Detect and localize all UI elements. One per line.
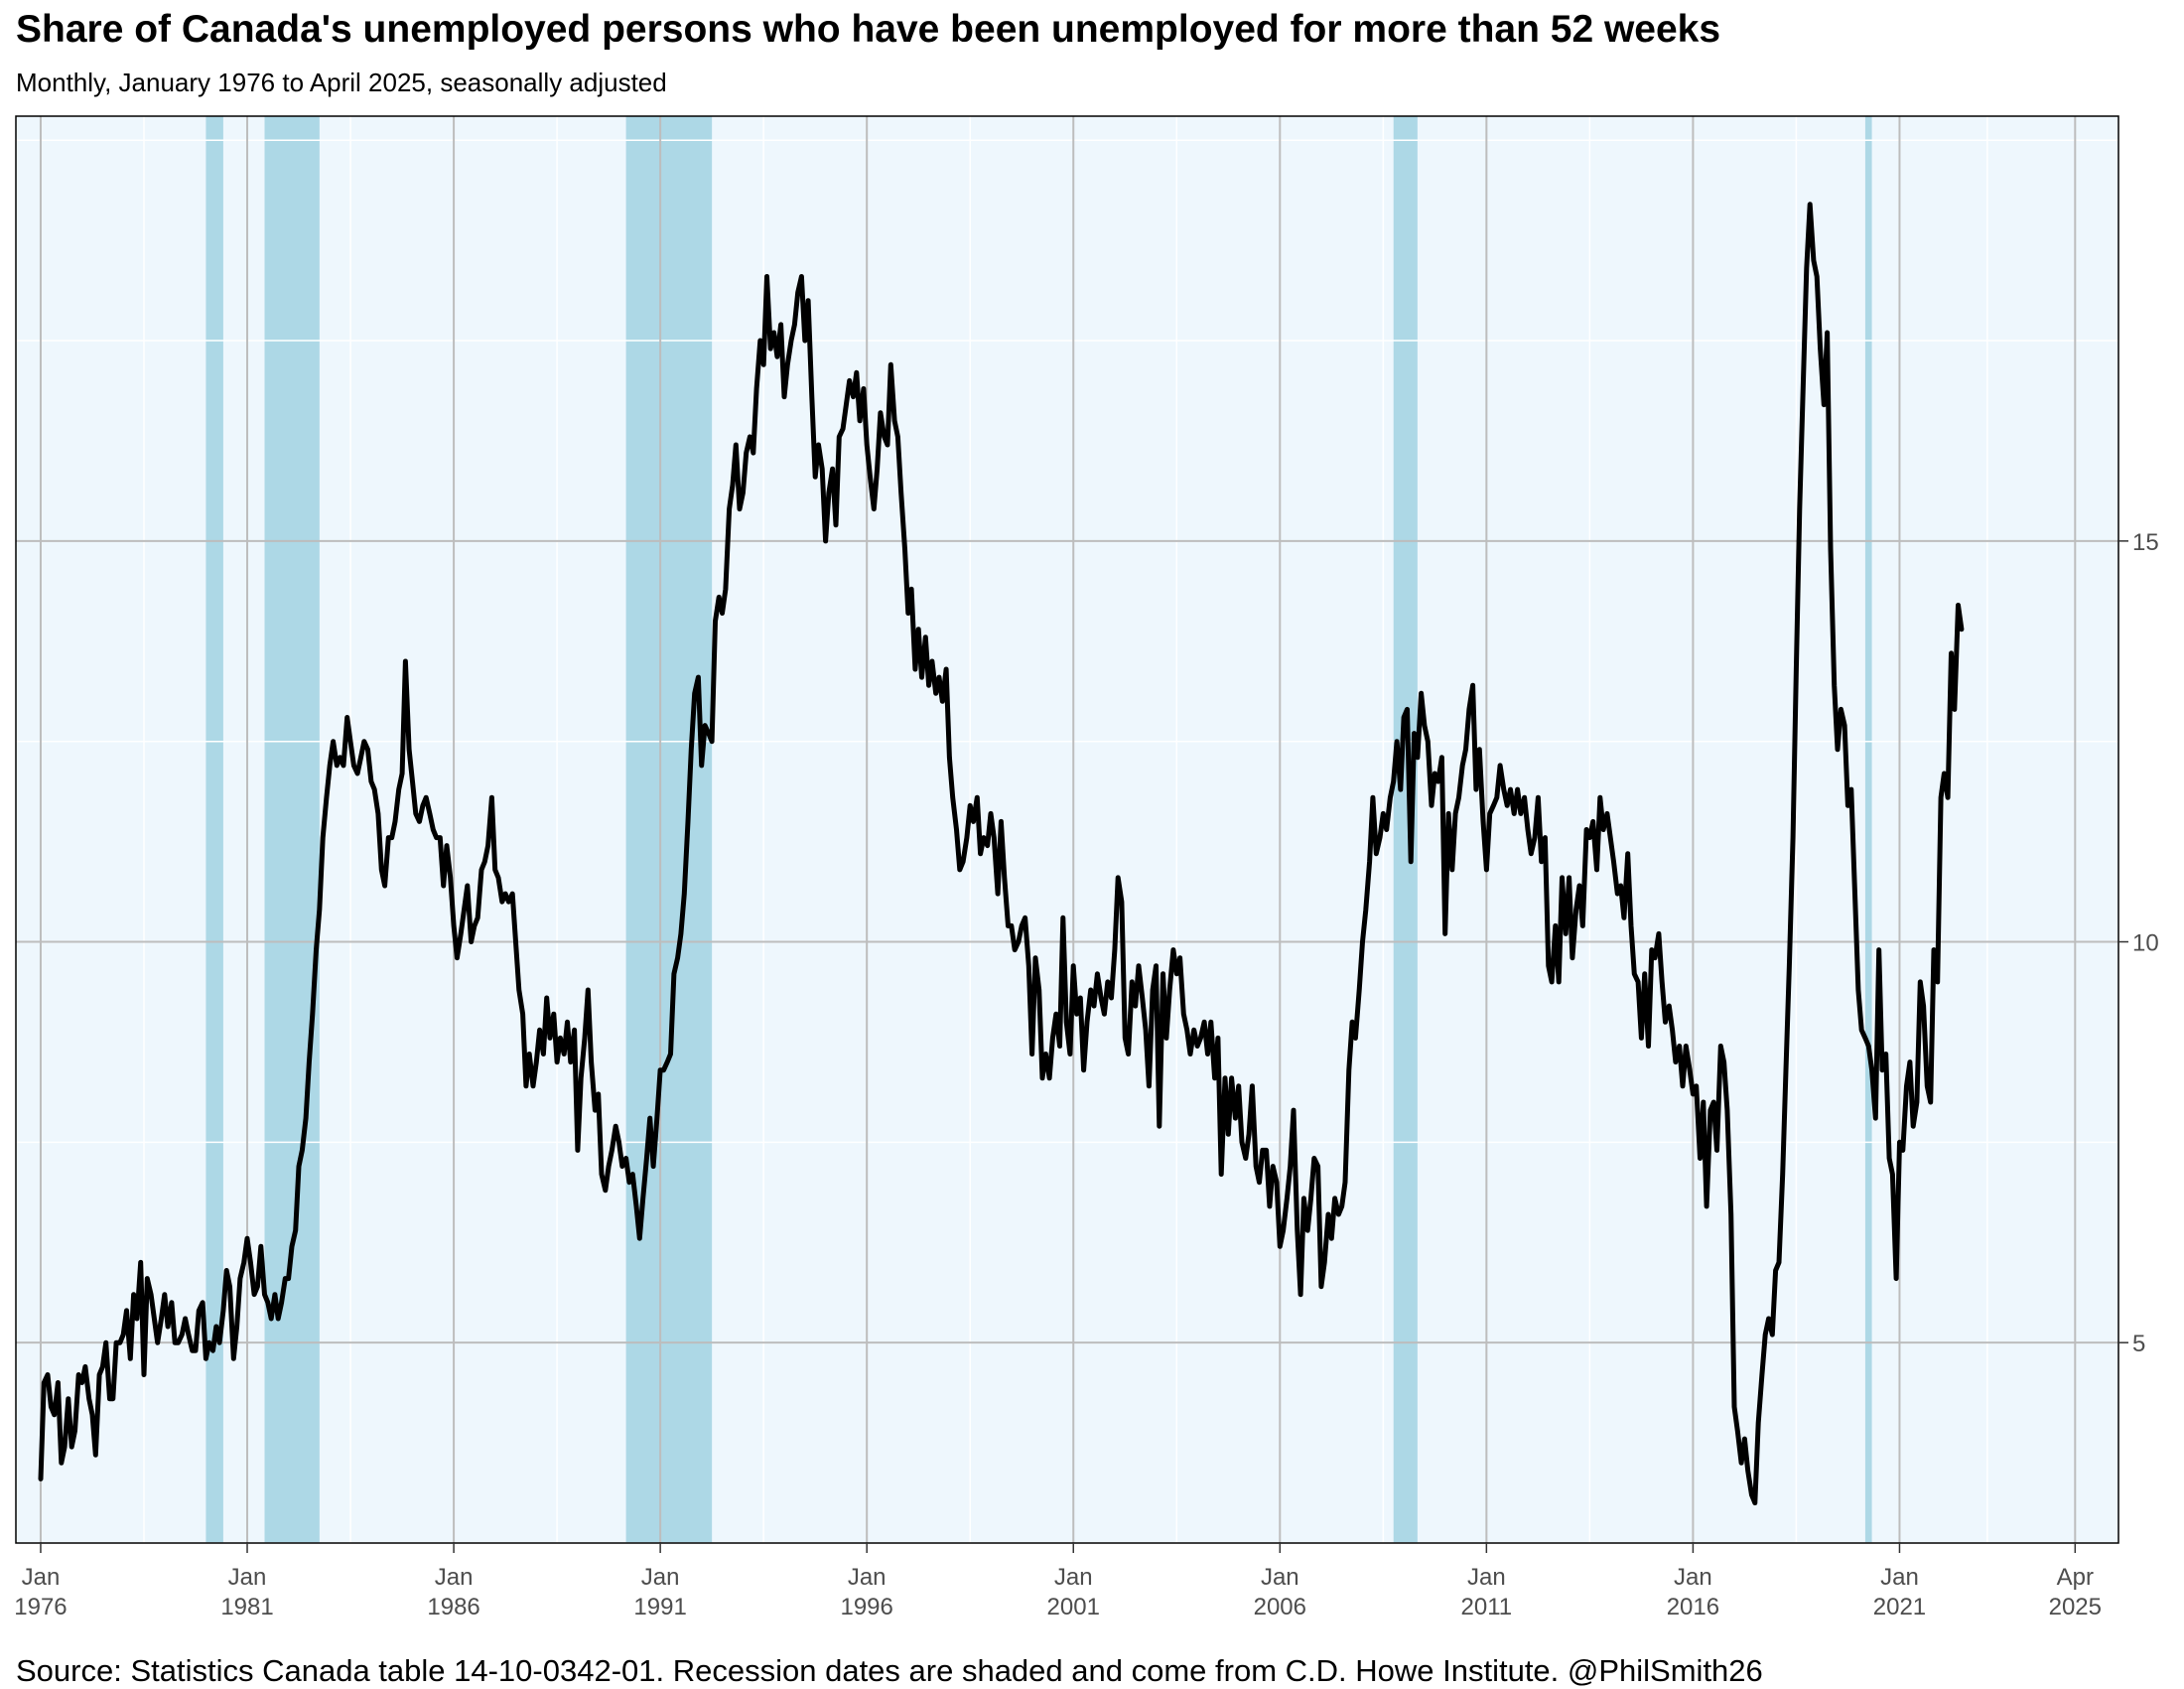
x-tick-label: Jan 1981 [220,1564,273,1620]
x-tick-label-year: 2016 [1667,1594,1719,1620]
x-tick-label-month: Jan [1054,1564,1093,1591]
x-tick-label-month: Jan [435,1564,474,1591]
x-tick-label-month: Jan [1674,1564,1712,1591]
grid-lines [16,116,2118,1544]
recession-band [1864,116,1872,1543]
x-tick-label-year: 2021 [1873,1594,1926,1620]
y-tick-label: 10 [2132,930,2159,957]
x-tick-label-year: 1976 [14,1594,67,1620]
x-tick-label: Jan 1986 [427,1564,479,1620]
series-layer [38,202,1965,1506]
x-tick-label-year: 1991 [633,1594,686,1620]
x-tick-label-year: 2025 [2049,1594,2102,1620]
x-tick-label: Apr 2025 [2049,1564,2102,1620]
recession-band [264,116,320,1543]
x-tick-label: Jan 2021 [1873,1564,1926,1620]
x-tick-label: Jan 1991 [633,1564,686,1620]
plot-panel [16,116,2118,1543]
plot-border [15,115,2119,1544]
x-tick-label-month: Jan [22,1564,61,1591]
x-tick-label-month: Jan [641,1564,680,1591]
series-line [38,202,1965,1506]
x-tick-label-month: Jan [1467,1564,1506,1591]
x-tick-label-year: 2006 [1254,1594,1306,1620]
x-tick-label: Jan 1996 [840,1564,892,1620]
x-tick-label: Jan 2001 [1047,1564,1100,1620]
x-tick-label: Jan 2016 [1667,1564,1719,1620]
x-tick-label-year: 2001 [1047,1594,1100,1620]
x-tick-label: Jan 2006 [1254,1564,1306,1620]
x-tick-label-month: Jan [228,1564,267,1591]
chart-caption: Source: Statistics Canada table 14-10-03… [16,1653,1763,1688]
x-tick-label-year: 2011 [1461,1594,1513,1620]
x-tick-label-month: Apr [2057,1564,2094,1591]
x-tick-label-year: 1986 [427,1594,479,1620]
y-tick-label: 15 [2132,529,2159,556]
chart-subtitle: Monthly, January 1976 to April 2025, sea… [16,68,667,97]
x-tick-label-year: 1981 [220,1594,273,1620]
x-tick-label: Jan 1976 [14,1564,67,1620]
x-tick-label-year: 1996 [840,1594,892,1620]
x-tick-label-month: Jan [848,1564,887,1591]
x-tick-label-month: Jan [1880,1564,1919,1591]
x-tick-label: Jan 2011 [1461,1564,1513,1620]
x-tick-label-month: Jan [1261,1564,1299,1591]
chart-title: Share of Canada's unemployed persons who… [16,8,1721,51]
recession-band [625,116,713,1543]
y-tick-label: 5 [2132,1331,2145,1357]
axes: Jan 1976 Jan 1981 Jan 1986 Jan 1991 Jan 1996 Jan 20… [14,529,2158,1620]
recession-bands [205,116,1872,1543]
recession-band [205,116,223,1543]
